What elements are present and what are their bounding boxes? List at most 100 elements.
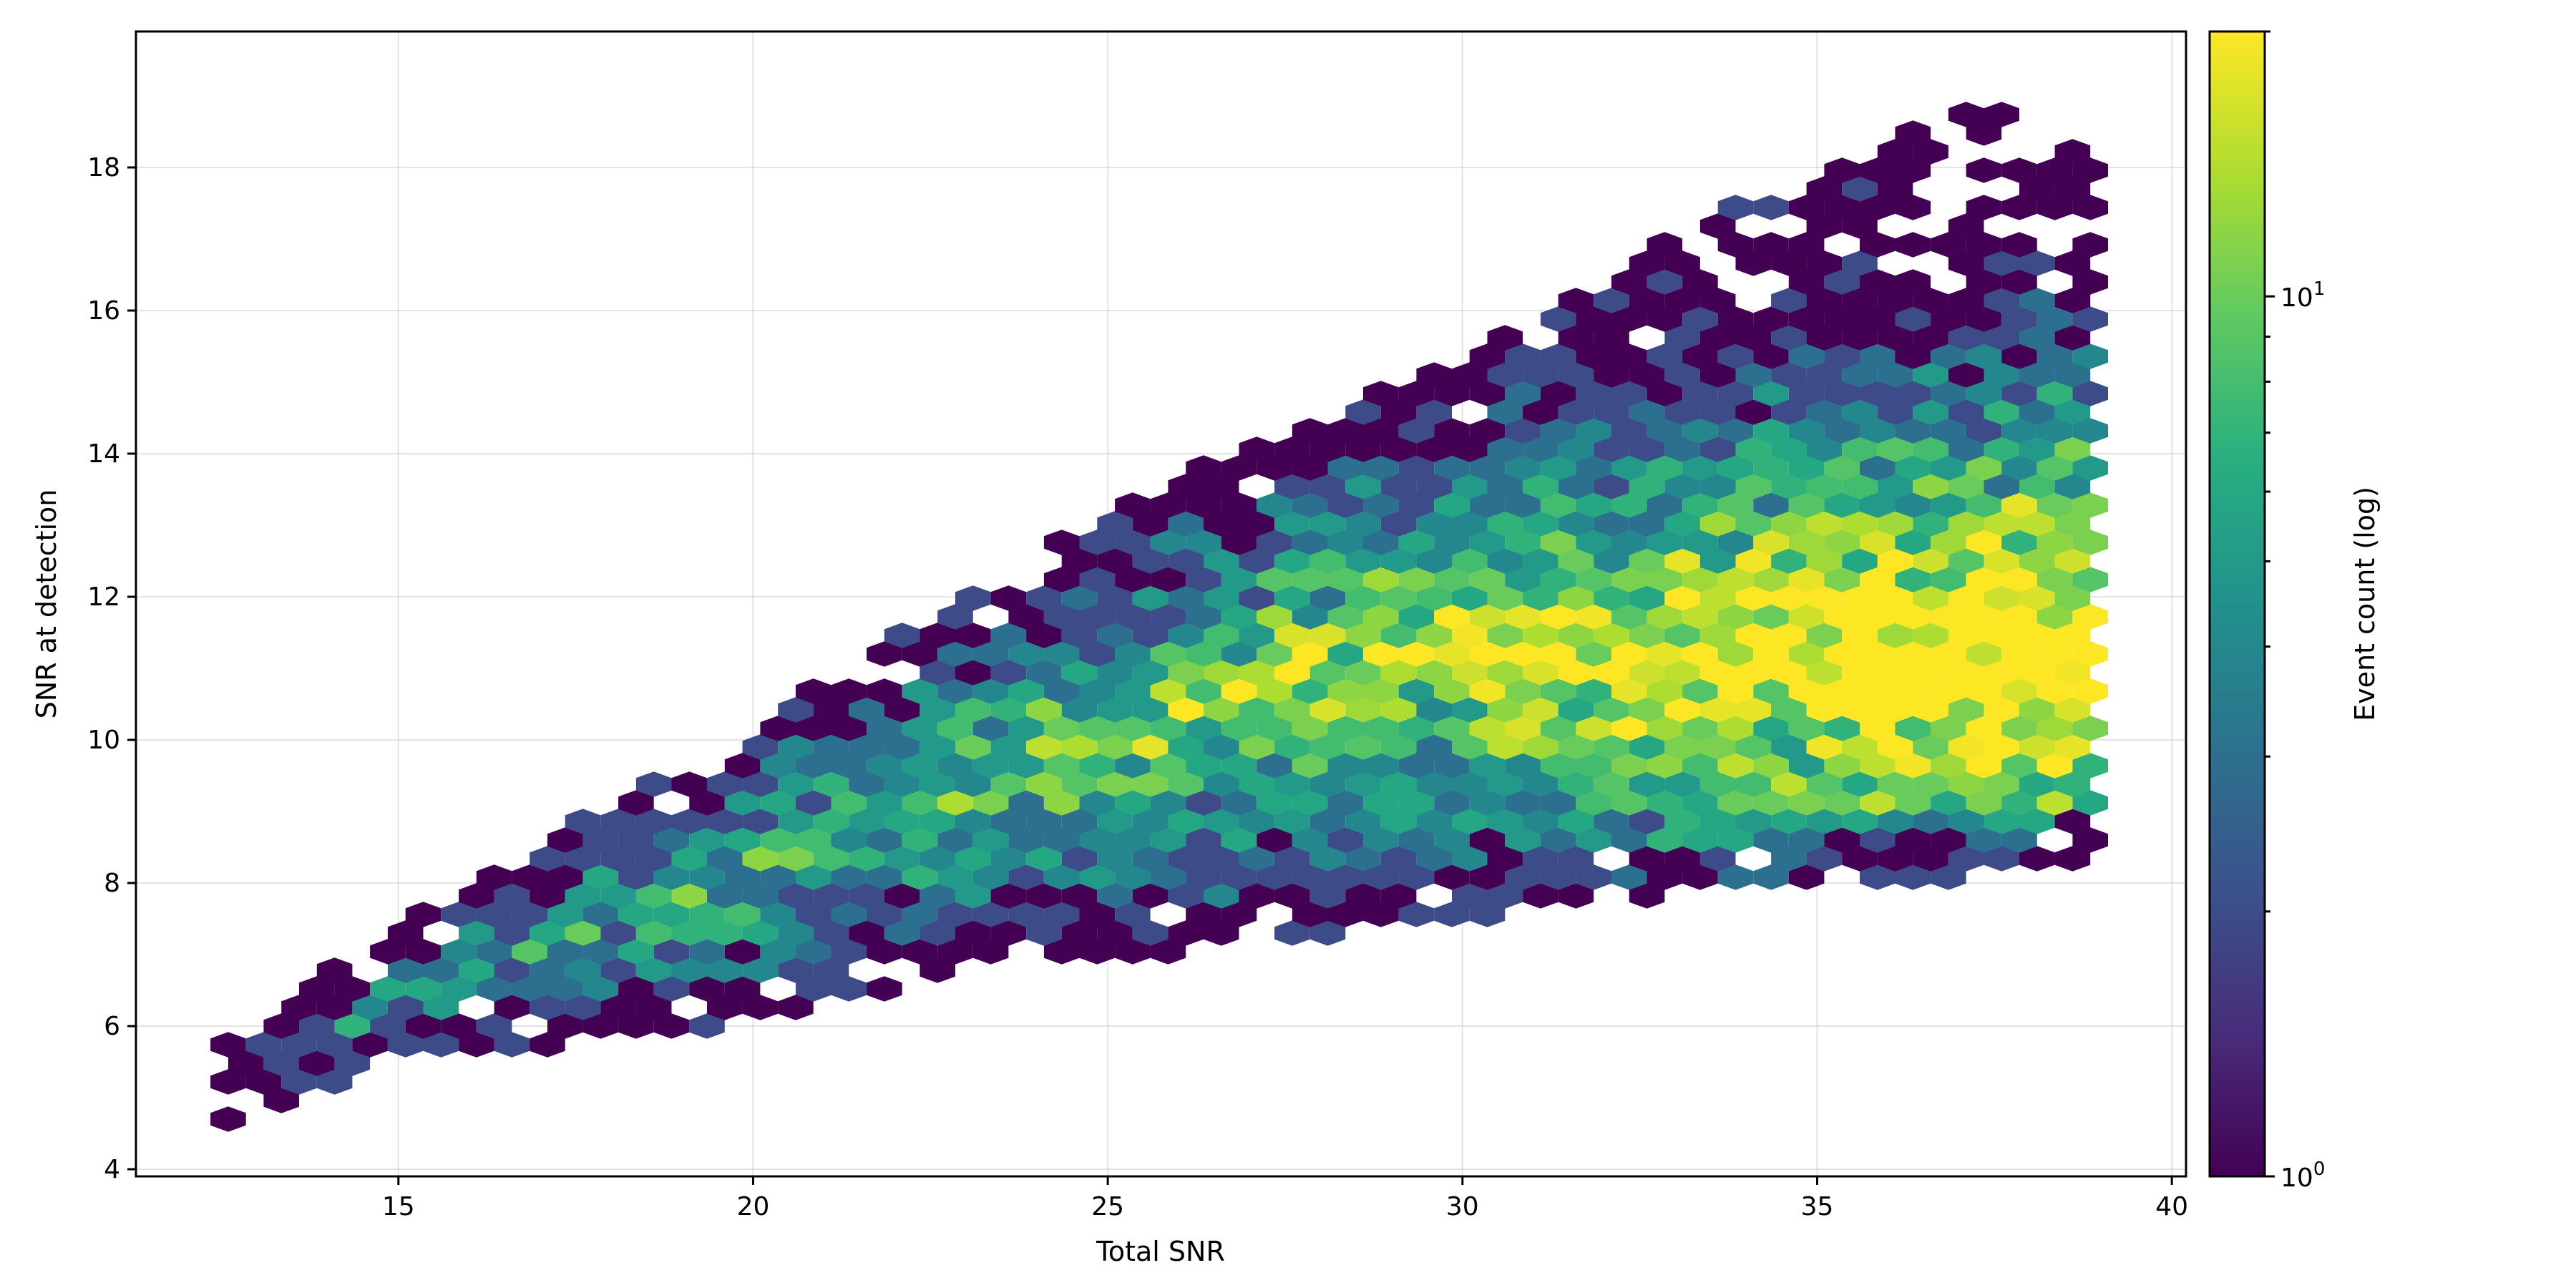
hex-cell	[1842, 809, 1878, 834]
hex-cell	[2072, 232, 2108, 258]
hex-cell	[1505, 827, 1541, 853]
hex-cell	[990, 883, 1027, 909]
hex-cell	[476, 864, 512, 890]
hex-cell	[1646, 455, 1683, 481]
hex-cell	[1150, 604, 1186, 630]
hex-cell	[1576, 418, 1611, 444]
hex-cell	[1115, 716, 1151, 741]
hex-cell	[1150, 864, 1186, 890]
hex-cell	[1753, 567, 1789, 592]
hex-cell	[1948, 325, 1984, 351]
hex-cell	[1966, 678, 2002, 704]
hex-cell	[1717, 381, 1754, 406]
hex-cell	[972, 827, 1009, 853]
hex-cell	[1398, 641, 1435, 667]
hex-cell	[1788, 195, 1825, 220]
x-tick-label: 35	[1801, 1192, 1834, 1221]
hex-cell	[1292, 604, 1328, 630]
hex-cell	[1132, 623, 1169, 648]
hex-cell	[1842, 511, 1878, 537]
hex-cell	[2072, 455, 2108, 481]
hex-cell	[1558, 585, 1594, 611]
hex-cell	[1469, 530, 1506, 555]
hex-cell	[760, 864, 796, 890]
hex-cell	[1629, 436, 1665, 462]
hex-cell	[955, 697, 991, 723]
hex-cell	[919, 771, 955, 797]
hex-cell	[1646, 418, 1683, 444]
hex-cell	[1097, 511, 1133, 537]
hex-cell	[1398, 902, 1435, 927]
hex-cell	[1860, 716, 1896, 741]
hex-cell	[2019, 623, 2055, 648]
hex-cell	[618, 939, 654, 965]
hex-cell	[1646, 381, 1683, 406]
hex-cell	[796, 864, 831, 890]
hex-cell	[1026, 846, 1062, 872]
hex-cell	[1788, 790, 1825, 816]
hex-cell	[831, 902, 867, 927]
hex-cell	[1860, 157, 1896, 183]
hex-cell	[1877, 362, 1913, 388]
hex-cell	[1966, 455, 2002, 481]
hex-cell	[618, 827, 654, 853]
hex-cell	[1895, 269, 1931, 295]
hex-cell	[1309, 548, 1346, 574]
hex-cell	[1380, 399, 1417, 425]
hex-cell	[919, 660, 955, 686]
hex-cell	[1860, 269, 1896, 295]
hex-cell	[1611, 790, 1647, 816]
hex-cell	[1913, 399, 1948, 425]
hex-cell	[671, 809, 707, 834]
hex-cell	[1132, 734, 1169, 760]
hex-cell	[1398, 678, 1435, 704]
hex-cell	[1132, 660, 1169, 686]
hex-cell	[316, 1032, 353, 1058]
hex-cell	[618, 902, 654, 927]
hex-cell	[370, 976, 406, 1002]
hex-cell	[796, 790, 831, 816]
hex-cell	[1948, 288, 1984, 313]
hex-cell	[1735, 250, 1772, 276]
hex-cell	[2054, 511, 2091, 537]
hex-cell	[671, 920, 707, 946]
hex-cell	[1753, 530, 1789, 555]
hex-cell	[1966, 269, 2002, 295]
hex-cell	[742, 957, 779, 983]
hex-cell	[2019, 288, 2055, 313]
hex-cell	[2054, 548, 2091, 574]
hex-cell	[831, 716, 867, 741]
hex-cell	[1452, 362, 1488, 388]
hex-cell	[1327, 902, 1363, 927]
hex-cell	[1061, 585, 1098, 611]
hex-cell	[1079, 827, 1116, 853]
hex-cell	[1345, 883, 1381, 909]
hex-cell	[1699, 399, 1736, 425]
hex-cell	[1026, 585, 1062, 611]
y-axis: 4 6 8 10 12 14 16 18	[87, 153, 136, 1184]
hex-cell	[1824, 306, 1860, 332]
colorbar-label: Event count (log)	[2349, 487, 2381, 721]
hex-cell	[1558, 734, 1594, 760]
hex-cell	[1966, 306, 2002, 332]
hex-cell	[1274, 809, 1310, 834]
hex-cell	[1540, 678, 1576, 704]
hex-cell	[671, 846, 707, 872]
hex-cell	[1204, 883, 1239, 909]
hex-cell	[1753, 418, 1789, 444]
hex-cell	[1753, 455, 1789, 481]
hex-cell	[1505, 492, 1541, 518]
hex-cell	[1948, 809, 1984, 834]
hex-cell	[1008, 827, 1044, 853]
hex-cell	[1416, 771, 1452, 797]
hex-cell	[1895, 157, 1931, 183]
hex-cell	[1505, 455, 1541, 481]
hex-cell	[1735, 809, 1772, 834]
hex-cell	[1895, 232, 1931, 258]
hex-cell	[1380, 771, 1417, 797]
hex-cell	[972, 678, 1009, 704]
hex-cell	[2072, 530, 2108, 555]
hex-cell	[1735, 399, 1772, 425]
hex-cell	[1860, 641, 1896, 667]
hex-cell	[796, 939, 831, 965]
